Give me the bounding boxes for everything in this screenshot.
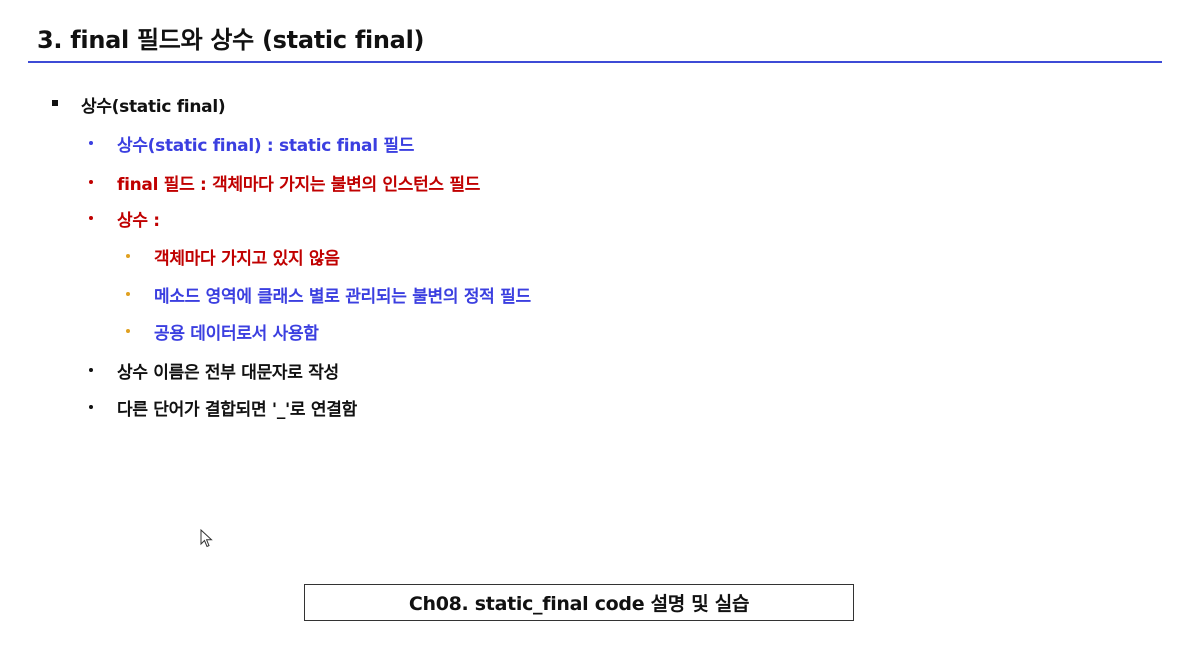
sub-bullet-dot-icon [126, 329, 130, 333]
mouse-pointer-icon [200, 529, 213, 548]
square-bullet-icon [52, 100, 58, 106]
list-item-uppercase: 상수 이름은 전부 대문자로 작성 [117, 363, 339, 383]
title-divider [28, 61, 1162, 63]
bullet-dot-icon [89, 368, 93, 372]
chapter-practice-button[interactable]: Ch08. static_final code 설명 및 실습 [304, 584, 854, 621]
list-item-final-field: final 필드 : 객체마다 가지는 불변의 인스턴스 필드 [117, 175, 481, 195]
sub-bullet-dot-icon [126, 254, 130, 258]
sub-item-method-area: 메소드 영역에 클래스 별로 관리되는 불변의 정적 필드 [154, 287, 531, 307]
level1-item: 상수(static final) [81, 97, 226, 117]
list-item-underscore: 다른 단어가 결합되면 '_'로 연결함 [117, 400, 357, 420]
slide-title: 3. final 필드와 상수 (static final) [37, 26, 425, 54]
list-item-constant: 상수 : [117, 211, 160, 231]
list-item-static-final: 상수(static final) : static final 필드 [117, 136, 415, 156]
sub-bullet-dot-icon [126, 292, 130, 296]
bullet-dot-icon [89, 405, 93, 409]
bullet-dot-icon [89, 216, 93, 220]
sub-item-not-per-object: 객체마다 가지고 있지 않음 [154, 249, 340, 269]
bullet-dot-icon [89, 180, 93, 184]
sub-item-shared-data: 공용 데이터로서 사용함 [154, 324, 319, 344]
bullet-dot-icon [89, 141, 93, 145]
chapter-practice-label: Ch08. static_final code 설명 및 실습 [408, 593, 750, 615]
